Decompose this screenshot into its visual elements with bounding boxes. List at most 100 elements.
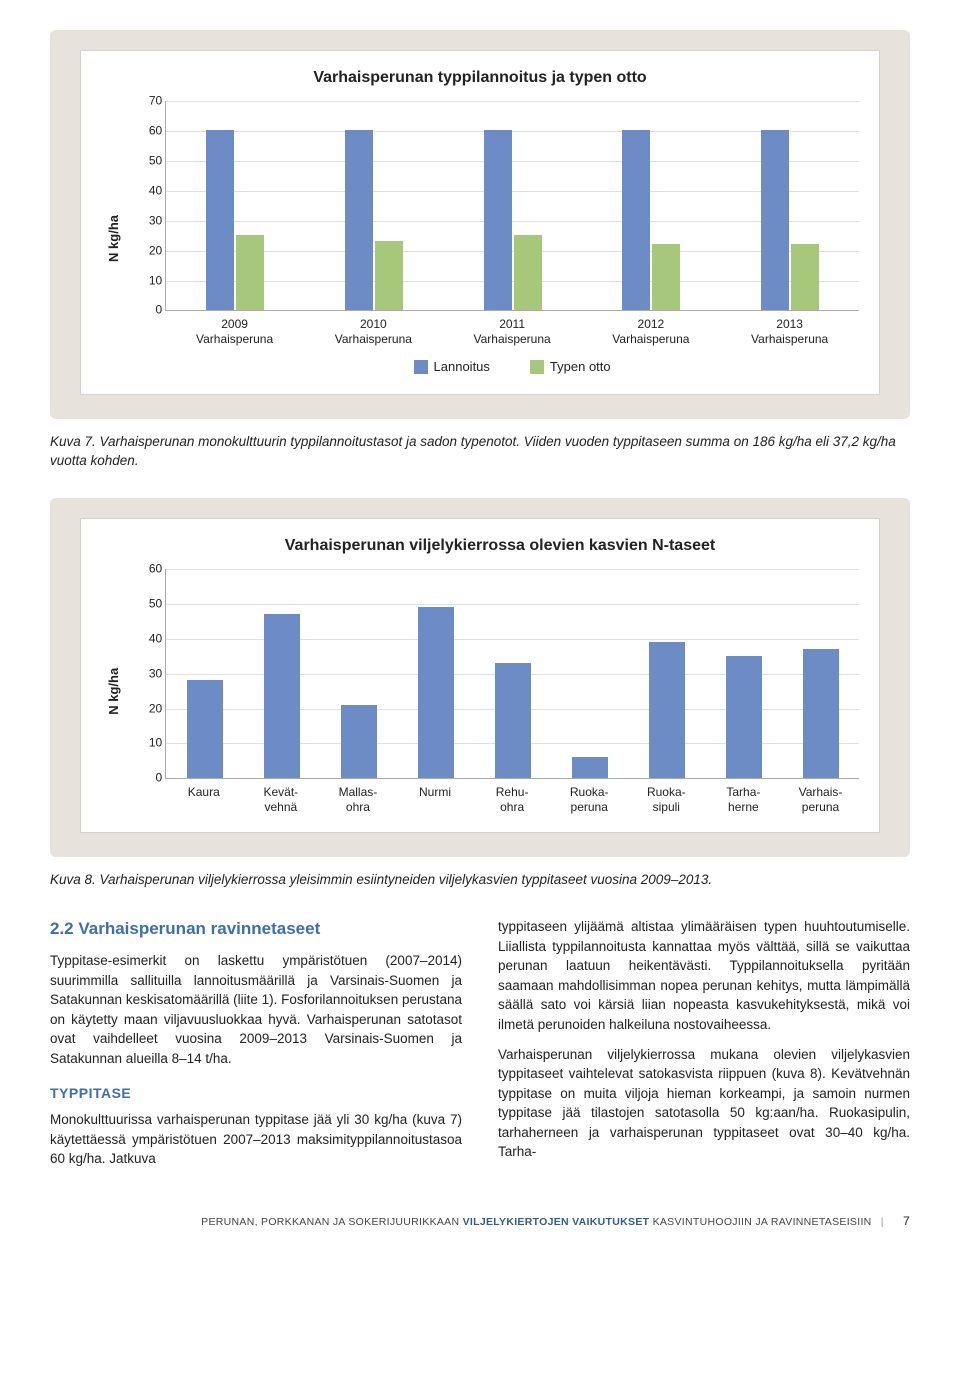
chart1-ytick: 20 [132, 242, 162, 259]
chart2-xlabel: Kevät-vehnä [242, 785, 319, 814]
chart2-bar-group [782, 649, 859, 779]
chart1-bar [622, 130, 650, 310]
chart1-bar-group [582, 130, 721, 310]
footer-text2: VILJELYKIERTOJEN VAIKUTUKSET [463, 1216, 650, 1228]
chart2-bar [418, 607, 454, 779]
legend-label: Lannoitus [434, 358, 490, 376]
chart1-bar [514, 235, 542, 310]
chart1-plot-area: 010203040506070 [165, 101, 859, 311]
chart1-title: Varhaisperunan typpilannoitus ja typen o… [101, 67, 859, 89]
chart2-ytick: 30 [132, 665, 162, 682]
chart1-xlabel: 2010Varhaisperuna [304, 317, 443, 346]
chart2-bar-group [243, 614, 320, 779]
chart2-bar-group [397, 607, 474, 779]
chart2-xlabel: Mallas-ohra [319, 785, 396, 814]
chart2-wrap: N kg/ha 0102030405060 KauraKevät-vehnäMa… [101, 569, 859, 814]
chart2-ytick: 40 [132, 630, 162, 647]
col2-para1: typpitaseen ylijäämä altistaa ylimääräis… [498, 917, 910, 1034]
chart1-legend: Lannoitus Typen otto [165, 358, 859, 376]
chart1-ytick: 30 [132, 212, 162, 229]
chart1-xlabel: 2013Varhaisperuna [720, 317, 859, 346]
legend-swatch-icon [530, 360, 544, 374]
chart2-xlabel: Ruoka-sipuli [628, 785, 705, 814]
chart1-bar [206, 130, 234, 310]
chart1-legend-item: Lannoitus [414, 358, 490, 376]
chart1-bar [236, 235, 264, 310]
chart2-xlabel: Ruoka-peruna [551, 785, 628, 814]
chart2-plot-area: 0102030405060 [165, 569, 859, 779]
chart1-bar-group [166, 130, 305, 310]
col1-para2: Monokulttuurissa varhaisperunan typpitas… [50, 1110, 462, 1169]
chart2-xlabel: Rehu-ohra [474, 785, 551, 814]
chart1-xlabel: 2009Varhaisperuna [165, 317, 304, 346]
chart1-inner: Varhaisperunan typpilannoitus ja typen o… [80, 50, 880, 395]
chart2-xlabel: Tarha-herne [705, 785, 782, 814]
chart1-bar-group [443, 130, 582, 310]
col2-para2: Varhaisperunan viljelykierrossa mukana o… [498, 1045, 910, 1162]
chart1-ytick: 70 [132, 93, 162, 110]
chart1-ytick: 60 [132, 123, 162, 140]
chart2-xlabel: Kaura [165, 785, 242, 814]
chart1-bar [345, 130, 373, 310]
body-columns: 2.2 Varhaisperunan ravinnetaseet Typpita… [50, 917, 910, 1178]
chart2-bar [495, 663, 531, 779]
chart1-plot: 010203040506070 2009Varhaisperuna2010Var… [165, 101, 859, 376]
chart2-bar [649, 642, 685, 779]
chart1-bar-group [305, 130, 444, 310]
page-footer: PERUNAN, PORKKANAN JA SOKERIJUURIKKAAN V… [50, 1213, 910, 1230]
footer-text1: PERUNAN, PORKKANAN JA SOKERIJUURIKKAAN [201, 1216, 459, 1228]
chart2-bar [803, 649, 839, 779]
chart2-ytick: 0 [132, 770, 162, 787]
chart1-caption: Kuva 7. Varhaisperunan monokulttuurin ty… [50, 433, 910, 469]
footer-text3: KASVINTUHOOJIIN JA RAVINNETASEISIIN [653, 1216, 872, 1228]
chart1-wrap: N kg/ha 010203040506070 2009Varhaisperun… [101, 101, 859, 376]
chart1-legend-item: Typen otto [530, 358, 611, 376]
chart1-ytick: 10 [132, 272, 162, 289]
chart1-bar [791, 244, 819, 310]
footer-page: 7 [903, 1213, 910, 1230]
chart2-plot: 0102030405060 KauraKevät-vehnäMallas-ohr… [165, 569, 859, 814]
chart1-bar-group [720, 130, 859, 310]
column-left: 2.2 Varhaisperunan ravinnetaseet Typpita… [50, 917, 462, 1178]
section-heading: 2.2 Varhaisperunan ravinnetaseet [50, 917, 462, 941]
legend-label: Typen otto [550, 358, 611, 376]
chart2-bar-group [551, 757, 628, 778]
chart2-bar-group [166, 680, 243, 778]
chart1-xlabel: 2011Varhaisperuna [443, 317, 582, 346]
footer-divider: | [881, 1216, 884, 1228]
col1-para1: Typpitase-esimerkit on laskettu ympärist… [50, 951, 462, 1068]
chart2-inner: Varhaisperunan viljelykierrossa olevien … [80, 518, 880, 833]
chart1-ytick: 40 [132, 183, 162, 200]
chart2-ylabel: N kg/ha [101, 569, 127, 814]
chart2-title: Varhaisperunan viljelykierrossa olevien … [141, 535, 859, 557]
chart1-xlabels: 2009Varhaisperuna2010Varhaisperuna2011Va… [165, 317, 859, 346]
chart2-bar-group [628, 642, 705, 779]
chart2-bar-group [474, 663, 551, 779]
chart2-panel: Varhaisperunan viljelykierrossa olevien … [50, 498, 910, 857]
chart1-bar [484, 130, 512, 310]
chart2-bar [341, 705, 377, 779]
chart2-bar-group [320, 705, 397, 779]
chart1-bar [761, 130, 789, 310]
chart1-panel: Varhaisperunan typpilannoitus ja typen o… [50, 30, 910, 419]
subheading-typpitase: TYPPITASE [50, 1084, 462, 1104]
chart1-bar [375, 241, 403, 310]
column-right: typpitaseen ylijäämä altistaa ylimääräis… [498, 917, 910, 1178]
chart2-ytick: 60 [132, 561, 162, 578]
chart2-xlabel: Nurmi [396, 785, 473, 814]
chart2-caption: Kuva 8. Varhaisperunan viljelykierrossa … [50, 871, 910, 889]
chart1-ytick: 50 [132, 153, 162, 170]
chart2-bar [264, 614, 300, 779]
chart2-ytick: 10 [132, 735, 162, 752]
chart1-ylabel: N kg/ha [101, 101, 127, 376]
chart2-bar [187, 680, 223, 778]
chart1-ytick: 0 [132, 302, 162, 319]
chart1-xlabel: 2012Varhaisperuna [581, 317, 720, 346]
chart1-bar [652, 244, 680, 310]
chart2-xlabel: Varhais-peruna [782, 785, 859, 814]
legend-swatch-icon [414, 360, 428, 374]
chart2-bar [572, 757, 608, 778]
chart2-ytick: 20 [132, 700, 162, 717]
chart2-xlabels: KauraKevät-vehnäMallas-ohraNurmiRehu-ohr… [165, 785, 859, 814]
chart2-bar-group [705, 656, 782, 779]
